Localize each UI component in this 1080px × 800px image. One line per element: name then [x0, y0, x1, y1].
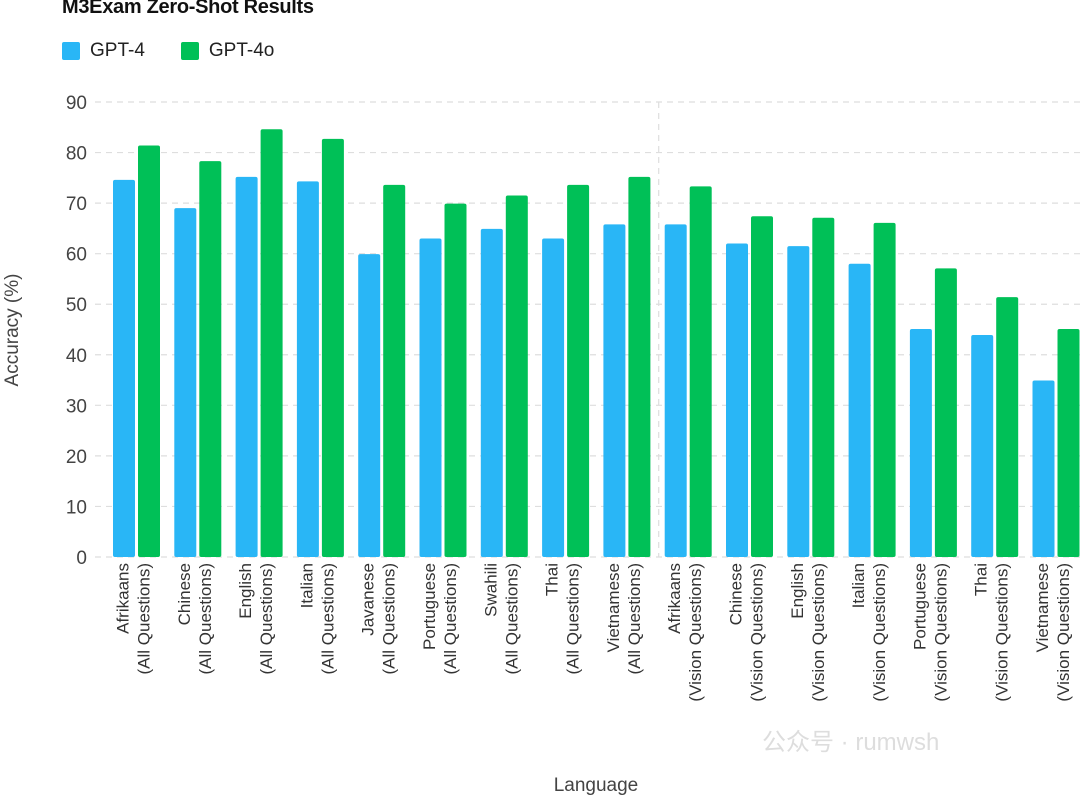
y-tick-label: 80 — [66, 144, 87, 165]
bar-gpt4o-7 — [567, 184, 590, 557]
bars — [113, 129, 1080, 558]
bar-gpt4-14 — [971, 335, 994, 557]
chart-title: M3Exam Zero-Shot Results — [62, 0, 314, 18]
x-tick-label: Portuguese (Vision Questions) — [910, 563, 950, 702]
x-tick-label: Chinese (All Questions) — [175, 563, 215, 674]
bar-gpt4-6 — [480, 228, 503, 557]
bar-gpt4-15 — [1032, 380, 1055, 557]
bar-gpt4-13 — [909, 328, 932, 557]
bar-gpt4-11 — [787, 246, 810, 558]
bar-gpt4o-12 — [873, 222, 896, 558]
x-axis-ticks: Afrikaans (All Questions) Chinese (All Ques… — [114, 563, 1074, 702]
gridlines — [95, 101, 1080, 558]
bar-gpt4o-0 — [138, 145, 160, 557]
legend-item-gpt4o[interactable]: GPT-4o — [180, 40, 275, 62]
bar-gpt4o-2 — [260, 129, 283, 558]
y-tick-label: 0 — [76, 548, 87, 569]
bar-gpt4-12 — [848, 263, 871, 557]
y-axis-label: Accuracy (%) — [2, 274, 23, 387]
y-tick-label: 90 — [66, 93, 87, 114]
x-tick-label: Chinese (Vision Questions) — [727, 563, 767, 702]
bar-gpt4-5 — [419, 238, 442, 557]
x-axis-label: Language — [554, 775, 639, 796]
x-tick-label: Swahili (All Questions) — [481, 563, 521, 674]
watermark: 公众号 · rumwsh — [762, 729, 940, 756]
y-tick-label: 60 — [66, 245, 87, 266]
x-tick-label: English (Vision Questions) — [788, 563, 828, 702]
legend: GPT-4 GPT-4o — [62, 40, 274, 62]
bar-gpt4o-6 — [505, 195, 528, 557]
bar-gpt4o-11 — [812, 217, 835, 557]
legend-swatch-gpt4 — [62, 42, 80, 60]
x-tick-label: Portuguese (All Questions) — [420, 563, 460, 674]
y-tick-label: 70 — [66, 194, 87, 215]
x-tick-label: Javanese (All Questions) — [359, 563, 399, 674]
legend-label-gpt4: GPT-4 — [90, 40, 145, 61]
x-tick-label: Italian (All Questions) — [297, 563, 337, 674]
bar-gpt4o-10 — [751, 216, 773, 557]
y-axis-ticks: 0 10 20 30 40 50 60 70 80 90 — [66, 93, 87, 569]
bar-gpt4o-4 — [383, 184, 406, 557]
bar-gpt4o-9 — [689, 186, 712, 557]
bar-gpt4o-15 — [1057, 328, 1080, 557]
bar-gpt4-7 — [542, 238, 565, 557]
bar-gpt4-0 — [113, 179, 135, 557]
bar-gpt4o-3 — [321, 138, 344, 557]
legend-swatch-gpt4o — [180, 42, 199, 60]
x-tick-label: Afrikaans (All Questions) — [114, 563, 154, 674]
y-tick-label: 40 — [66, 346, 87, 367]
bar-gpt4-9 — [664, 224, 687, 557]
x-tick-label: Vietnamese (All Questions) — [604, 563, 644, 674]
y-tick-label: 30 — [66, 396, 87, 417]
bar-gpt4o-13 — [934, 268, 957, 557]
x-tick-label: Thai (All Questions) — [543, 563, 583, 674]
bar-gpt4-2 — [235, 176, 258, 558]
bar-gpt4o-8 — [628, 176, 651, 558]
bar-gpt4-3 — [296, 181, 319, 557]
legend-item-gpt4[interactable]: GPT-4 — [62, 40, 145, 62]
x-tick-label: Afrikaans (Vision Questions) — [665, 563, 705, 702]
bar-gpt4o-14 — [996, 297, 1019, 557]
y-tick-label: 20 — [66, 447, 87, 468]
bar-gpt4-4 — [358, 254, 381, 557]
legend-label-gpt4o: GPT-4o — [208, 40, 275, 61]
bar-gpt4o-1 — [199, 161, 222, 557]
x-tick-label: Vietnamese (Vision Questions) — [1033, 563, 1073, 702]
x-tick-label: Italian (Vision Questions) — [849, 563, 889, 702]
y-tick-label: 10 — [66, 497, 87, 518]
x-tick-label: English (All Questions) — [236, 563, 276, 674]
bar-gpt4-1 — [174, 208, 197, 557]
bar-gpt4o-5 — [444, 203, 467, 557]
x-tick-label: Thai (Vision Questions) — [972, 563, 1012, 702]
bar-gpt4-8 — [603, 224, 626, 557]
bar-gpt4-10 — [726, 243, 748, 558]
y-tick-label: 50 — [66, 295, 87, 316]
